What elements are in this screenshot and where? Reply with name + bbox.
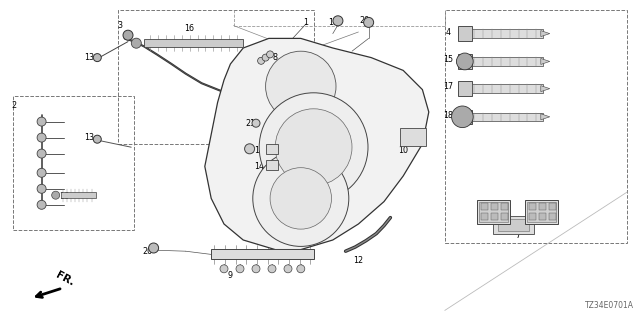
Text: 16: 16 xyxy=(59,192,69,201)
Circle shape xyxy=(284,265,292,273)
Circle shape xyxy=(266,51,336,122)
Circle shape xyxy=(262,54,269,61)
Text: 1: 1 xyxy=(303,18,308,27)
Bar xyxy=(472,29,543,38)
Circle shape xyxy=(259,93,368,202)
Circle shape xyxy=(37,149,46,158)
Text: 13: 13 xyxy=(84,133,95,142)
Text: 6: 6 xyxy=(535,210,540,219)
Circle shape xyxy=(131,38,141,48)
Text: 14: 14 xyxy=(254,146,264,155)
Bar xyxy=(481,203,488,210)
Bar xyxy=(481,213,488,220)
Bar xyxy=(458,27,472,41)
Text: 11: 11 xyxy=(244,146,255,155)
Polygon shape xyxy=(541,114,550,120)
Bar xyxy=(445,10,627,243)
Text: 7: 7 xyxy=(516,231,521,240)
Text: 19: 19 xyxy=(328,18,338,27)
Circle shape xyxy=(252,265,260,273)
Bar xyxy=(501,213,508,220)
Bar xyxy=(493,216,534,234)
Bar xyxy=(529,203,536,210)
Circle shape xyxy=(52,191,60,199)
Circle shape xyxy=(244,144,255,154)
Circle shape xyxy=(297,265,305,273)
Bar xyxy=(529,213,536,220)
Bar xyxy=(458,82,472,96)
Bar xyxy=(61,192,96,198)
Bar xyxy=(491,213,498,220)
Bar xyxy=(479,202,508,222)
Circle shape xyxy=(253,150,349,246)
Bar xyxy=(458,109,472,124)
Text: 14: 14 xyxy=(254,162,264,171)
Bar xyxy=(548,203,556,210)
Bar xyxy=(266,160,278,170)
Bar xyxy=(266,144,278,154)
Text: 20: 20 xyxy=(360,16,370,25)
Circle shape xyxy=(456,53,473,70)
Bar xyxy=(527,202,556,222)
Text: 3: 3 xyxy=(118,21,123,30)
Polygon shape xyxy=(541,31,550,36)
Bar xyxy=(491,203,498,210)
Bar xyxy=(472,84,543,93)
Circle shape xyxy=(364,17,374,28)
Bar xyxy=(400,128,426,146)
Circle shape xyxy=(37,117,46,126)
Bar xyxy=(539,203,546,210)
Bar xyxy=(118,10,314,144)
Circle shape xyxy=(220,265,228,273)
Text: 15: 15 xyxy=(443,55,453,64)
Text: FR.: FR. xyxy=(54,270,76,288)
Text: 9: 9 xyxy=(228,271,233,280)
Bar xyxy=(144,39,243,47)
Text: 18: 18 xyxy=(443,111,453,120)
Text: 10: 10 xyxy=(398,146,408,155)
Circle shape xyxy=(93,54,101,62)
Circle shape xyxy=(252,119,260,127)
Text: 2: 2 xyxy=(12,101,17,110)
Circle shape xyxy=(333,16,343,26)
Circle shape xyxy=(268,265,276,273)
Text: 20: 20 xyxy=(142,247,152,256)
Bar xyxy=(525,200,558,224)
Bar xyxy=(501,203,508,210)
Bar xyxy=(458,54,472,69)
Polygon shape xyxy=(541,59,550,64)
Bar xyxy=(211,249,314,260)
Text: TZ34E0701A: TZ34E0701A xyxy=(584,301,634,310)
Circle shape xyxy=(452,106,473,128)
Bar xyxy=(539,213,546,220)
Bar xyxy=(498,219,529,231)
Text: 17: 17 xyxy=(443,82,453,91)
Text: 13: 13 xyxy=(84,53,95,62)
Circle shape xyxy=(258,57,264,64)
Text: 5: 5 xyxy=(484,210,489,219)
Circle shape xyxy=(148,243,159,253)
Circle shape xyxy=(123,30,133,40)
Bar xyxy=(548,213,556,220)
Circle shape xyxy=(267,51,273,58)
Text: 12: 12 xyxy=(353,256,364,265)
Circle shape xyxy=(37,168,46,177)
Bar xyxy=(472,57,543,66)
Circle shape xyxy=(93,135,101,143)
Circle shape xyxy=(37,133,46,142)
Polygon shape xyxy=(541,86,550,92)
Circle shape xyxy=(37,200,46,209)
Circle shape xyxy=(37,184,46,193)
Bar xyxy=(477,200,510,224)
Bar xyxy=(13,96,134,230)
Circle shape xyxy=(275,109,352,186)
Circle shape xyxy=(236,265,244,273)
Bar xyxy=(472,113,543,121)
Text: 16: 16 xyxy=(184,24,194,33)
Circle shape xyxy=(270,168,332,229)
Text: 8: 8 xyxy=(273,53,278,62)
Text: 21: 21 xyxy=(246,119,256,128)
Text: 4: 4 xyxy=(445,28,451,36)
Polygon shape xyxy=(205,38,429,250)
